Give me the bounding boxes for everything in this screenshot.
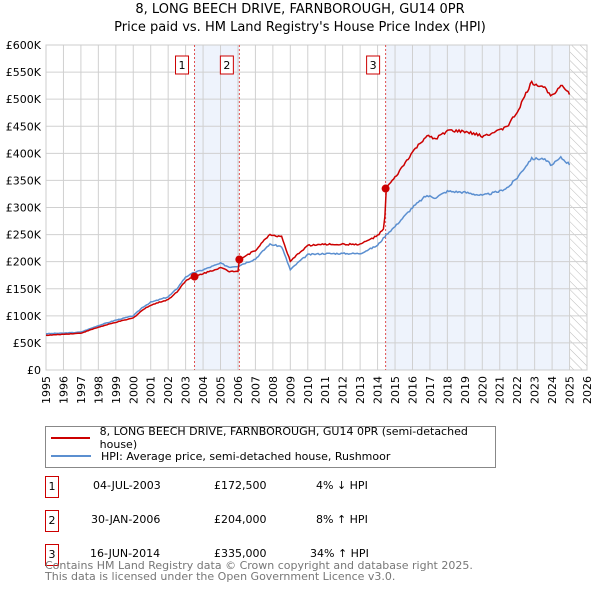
plot-frame <box>45 44 588 371</box>
x-tick-label: 2019 <box>459 376 472 404</box>
hpi-diff: 8% ↑ HPI <box>316 513 368 526</box>
y-tick-label: £350K <box>6 174 42 187</box>
footer-line2: This data is licensed under the Open Gov… <box>45 570 396 583</box>
hpi-line <box>46 155 571 335</box>
legend-swatch-blue <box>51 455 91 457</box>
legend-label: HPI: Average price, semi-detached house,… <box>101 449 391 463</box>
x-tick-label: 1997 <box>75 376 88 404</box>
x-tick-label: 2021 <box>494 376 507 404</box>
marker-badge: 1 <box>45 476 59 498</box>
y-tick-label: £50K <box>13 337 42 350</box>
chart-title-line1: 8, LONG BEECH DRIVE, FARNBOROUGH, GU14 0… <box>135 2 465 17</box>
sale-date: 04-JUL-2003 <box>93 479 161 492</box>
legend-item-property: 8, LONG BEECH DRIVE, FARNBOROUGH, GU14 0… <box>51 425 495 451</box>
transaction-marker-label: 3 <box>370 59 377 72</box>
footer-line1: Contains HM Land Registry data © Crown c… <box>45 559 473 572</box>
x-tick-label: 2023 <box>529 376 542 404</box>
x-tick-label: 2000 <box>127 376 140 404</box>
y-tick-label: £150K <box>6 283 42 296</box>
x-tick-label: 2015 <box>389 376 402 404</box>
x-tick-label: 2010 <box>302 376 315 404</box>
y-tick-label: £0 <box>27 364 41 377</box>
y-tick-label: £300K <box>6 202 42 215</box>
transaction-marker-box <box>219 55 234 75</box>
y-tick-label: £450K <box>6 120 42 133</box>
y-tick-label: £600K <box>6 39 42 52</box>
price-chart: 1995 1996 1997 1998 1999 2000 2001 2002 2003 2004… <box>6 39 594 404</box>
x-tick-label: 2020 <box>476 376 489 404</box>
chart-title-line2: Price paid vs. HM Land Registry's House … <box>114 20 486 35</box>
y-tick-label: £250K <box>6 229 42 242</box>
sale-date: 16-JUN-2014 <box>90 547 161 560</box>
transaction-marker-label: 2 <box>223 59 230 72</box>
sale-price: £335,000 <box>214 547 267 560</box>
x-tick-label: 1998 <box>92 376 105 404</box>
x-tick-label: 2011 <box>319 376 332 404</box>
y-tick-label: £500K <box>6 93 42 106</box>
x-tick-label: 2005 <box>215 376 228 404</box>
legend-label: 8, LONG BEECH DRIVE, FARNBOROUGH, GU14 0… <box>99 425 468 451</box>
marker-badge: 2 <box>45 510 59 532</box>
x-tick-label: 2007 <box>249 376 262 404</box>
x-tick-label: 2025 <box>564 376 577 404</box>
x-tick-label: 2017 <box>424 376 437 404</box>
marker-badge: 3 <box>45 544 59 566</box>
legend: 8, LONG BEECH DRIVE, FARNBOROUGH, GU14 0… <box>45 425 496 468</box>
x-tick-label: 2009 <box>284 376 297 404</box>
transaction-point <box>190 272 199 281</box>
x-tick-label: 2013 <box>354 376 367 404</box>
sale-price: £172,500 <box>214 479 267 492</box>
sale-price: £204,000 <box>214 513 267 526</box>
x-tick-label: 1995 <box>40 376 53 404</box>
x-tick-label: 1999 <box>110 376 123 404</box>
x-tick-label: 2018 <box>441 376 454 404</box>
x-tick-label: 2002 <box>162 376 175 404</box>
x-tick-label: 2014 <box>372 376 385 404</box>
x-tick-label: 2004 <box>197 376 210 404</box>
x-tick-label: 2026 <box>581 376 594 404</box>
x-tick-label: 1996 <box>57 376 70 404</box>
transaction-marker-label: 1 <box>179 59 186 72</box>
hpi-diff: 34% ↑ HPI <box>310 547 369 560</box>
x-tick-label: 2008 <box>267 376 280 404</box>
transaction-point <box>381 184 390 193</box>
y-tick-label: £550K <box>6 66 42 79</box>
transaction-marker-box <box>366 55 381 75</box>
x-tick-label: 2024 <box>546 376 559 404</box>
y-tick-label: £200K <box>6 256 42 269</box>
x-tick-label: 2006 <box>232 376 245 404</box>
x-tick-label: 2016 <box>406 376 419 404</box>
x-tick-label: 2001 <box>145 376 158 404</box>
footer: Contains HM Land Registry data © Crown c… <box>45 560 473 582</box>
y-tick-label: £100K <box>6 310 42 323</box>
transaction-point <box>235 255 244 264</box>
legend-swatch-red <box>51 437 90 439</box>
x-tick-label: 2012 <box>337 376 350 404</box>
hpi-diff: 4% ↓ HPI <box>316 479 368 492</box>
legend-item-hpi: HPI: Average price, semi-detached house,… <box>51 448 390 464</box>
x-tick-label: 2022 <box>511 376 524 404</box>
y-tick-label: £400K <box>6 147 42 160</box>
x-tick-label: 2003 <box>180 376 193 404</box>
transaction-marker-box <box>175 55 190 75</box>
sale-date: 30-JAN-2006 <box>91 513 161 526</box>
property-price-line <box>45 80 571 337</box>
